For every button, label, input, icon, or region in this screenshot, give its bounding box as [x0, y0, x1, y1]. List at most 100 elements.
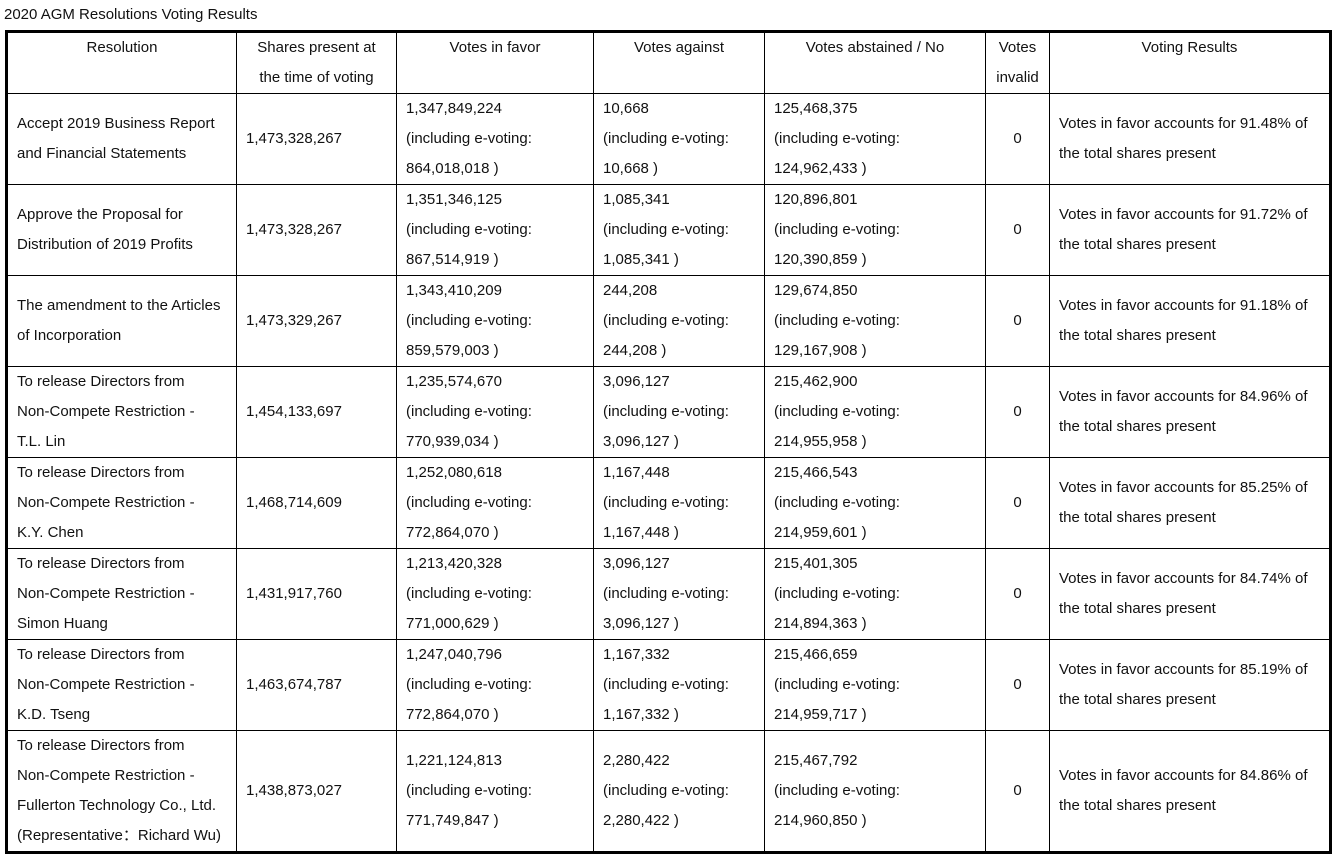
cell-line: 864,018,018 ) — [406, 160, 499, 177]
cell-line: (including e-voting: — [603, 782, 729, 799]
cell-line: Non-Compete Restriction - — [17, 585, 195, 602]
cell-line: 1,438,873,027 — [246, 782, 342, 799]
table-cell: 129,674,850 (including e-voting: 129,167,9… — [764, 275, 986, 367]
header-cell: Votes invalid — [985, 31, 1050, 94]
cell-line: 1,463,674,787 — [246, 676, 342, 693]
table-cell: 3,096,127 (including e-voting: 3,096,127 ) — [593, 366, 765, 458]
table-cell: 215,462,900 (including e-voting: 214,955,9… — [764, 366, 986, 458]
header-cell: Resolution — [6, 31, 237, 94]
cell-line: 214,960,850 ) — [774, 812, 867, 829]
cell-line: 1,431,917,760 — [246, 585, 342, 602]
cell-line: 772,864,070 ) — [406, 706, 499, 723]
cell-line: 1,343,410,209 — [406, 282, 502, 299]
cell-line: 771,000,629 ) — [406, 615, 499, 632]
table-cell: 1,167,448 (including e-voting: 1,167,448 ) — [593, 457, 765, 549]
cell-line: 1,085,341 — [603, 191, 670, 208]
cell-line: Votes in favor accounts for 84.74% of — [1059, 570, 1308, 587]
cell-line: of Incorporation — [17, 327, 122, 344]
table-cell: Votes in favor accounts for 85.25% of the… — [1049, 457, 1331, 549]
table-cell: 0 — [985, 184, 1050, 276]
cell-line: 3,096,127 ) — [603, 615, 679, 632]
cell-line: 0 — [1013, 221, 1022, 238]
table-cell: 1,468,714,609 — [236, 457, 397, 549]
cell-line: 0 — [1013, 130, 1022, 147]
cell-line: Votes in favor accounts for 84.86% of — [1059, 767, 1308, 784]
cell-line: 129,674,850 — [774, 282, 858, 299]
cell-line: 214,959,717 ) — [774, 706, 867, 723]
cell-line: 3,096,127 — [603, 373, 670, 390]
cell-line: 215,401,305 — [774, 555, 858, 572]
table-cell: 215,466,543 (including e-voting: 214,959,6… — [764, 457, 986, 549]
cell-line: the total shares present — [1059, 418, 1216, 435]
cell-line: 0 — [1013, 585, 1022, 602]
cell-line: 215,467,792 — [774, 752, 858, 769]
cell-line: 214,894,363 ) — [774, 615, 867, 632]
cell-line: 10,668 — [603, 100, 649, 117]
table-cell: 215,466,659 (including e-voting: 214,959,7… — [764, 639, 986, 731]
cell-line: 859,579,003 ) — [406, 342, 499, 359]
cell-line: 1,252,080,618 — [406, 464, 502, 481]
table-row: To release Directors from Non-Compete Res… — [6, 639, 1331, 731]
cell-line: 1,247,040,796 — [406, 646, 502, 663]
cell-line: 1,167,332 ) — [603, 706, 679, 723]
cell-line: To release Directors from — [17, 737, 185, 754]
cell-line: 771,749,847 ) — [406, 812, 499, 829]
cell-line: 1,473,329,267 — [246, 312, 342, 329]
table-cell: Votes in favor accounts for 91.48% of the… — [1049, 93, 1331, 185]
cell-line: 120,896,801 — [774, 191, 858, 208]
cell-line: (including e-voting: — [603, 585, 729, 602]
cell-line: 1,351,346,125 — [406, 191, 502, 208]
cell-line: Votes in favor — [449, 39, 541, 56]
table-cell: Accept 2019 Business Report and Financial… — [6, 93, 237, 185]
cell-line: (including e-voting: — [406, 221, 532, 238]
cell-line: (including e-voting: — [774, 676, 900, 693]
cell-line: 867,514,919 ) — [406, 251, 499, 268]
cell-line: To release Directors from — [17, 555, 185, 572]
table-cell: Votes in favor accounts for 84.86% of the… — [1049, 730, 1331, 853]
cell-line: Votes against — [633, 39, 725, 56]
cell-line: 215,462,900 — [774, 373, 858, 390]
table-cell: To release Directors from Non-Compete Res… — [6, 366, 237, 458]
cell-line: 120,390,859 ) — [774, 251, 867, 268]
cell-line: To release Directors from — [17, 373, 185, 390]
table-cell: 1,221,124,813 (including e-voting: 771,749… — [396, 730, 594, 853]
cell-line: 1,473,328,267 — [246, 221, 342, 238]
cell-line: Votes abstained / No — [805, 39, 945, 56]
cell-line: Non-Compete Restriction - — [17, 676, 195, 693]
header-cell: Voting Results — [1049, 31, 1331, 94]
table-cell: 1,438,873,027 — [236, 730, 397, 853]
cell-line: 1,468,714,609 — [246, 494, 342, 511]
header-cell: Shares present at the time of voting — [236, 31, 397, 94]
table-cell: 1,347,849,224 (including e-voting: 864,018… — [396, 93, 594, 185]
cell-line: Non-Compete Restriction - — [17, 403, 195, 420]
cell-line: (including e-voting: — [774, 312, 900, 329]
cell-line: 124,962,433 ) — [774, 160, 867, 177]
cell-line: (including e-voting: — [406, 782, 532, 799]
cell-line: invalid — [996, 69, 1039, 86]
cell-line: the total shares present — [1059, 600, 1216, 617]
header-cell: Votes abstained / No — [764, 31, 986, 94]
table-cell: 1,454,133,697 — [236, 366, 397, 458]
cell-line: Votes in favor accounts for 91.72% of — [1059, 206, 1308, 223]
table-cell: The amendment to the Articles of Incorpor… — [6, 275, 237, 367]
cell-line: Votes in favor accounts for 91.18% of — [1059, 297, 1308, 314]
cell-line: 2,280,422 ) — [603, 812, 679, 829]
cell-line: the time of voting — [259, 69, 374, 86]
cell-line: 1,213,420,328 — [406, 555, 502, 572]
header-row: Resolution Shares present at the time of v… — [6, 31, 1331, 94]
results-table: Resolution Shares present at the time of v… — [5, 30, 1332, 854]
cell-line: 0 — [1013, 782, 1022, 799]
cell-line: 0 — [1013, 312, 1022, 329]
cell-line: 1,167,332 — [603, 646, 670, 663]
cell-line: 1,454,133,697 — [246, 403, 342, 420]
cell-line: 244,208 ) — [603, 342, 667, 359]
table-row: To release Directors from Non-Compete Res… — [6, 366, 1331, 458]
table-cell: 1,343,410,209 (including e-voting: 859,579… — [396, 275, 594, 367]
cell-line: (including e-voting: — [406, 312, 532, 329]
cell-line: Resolution — [86, 39, 158, 56]
table-cell: 1,252,080,618 (including e-voting: 772,864… — [396, 457, 594, 549]
cell-line: Votes in favor accounts for 85.25% of — [1059, 479, 1308, 496]
cell-line: (including e-voting: — [406, 676, 532, 693]
cell-line: (including e-voting: — [774, 585, 900, 602]
